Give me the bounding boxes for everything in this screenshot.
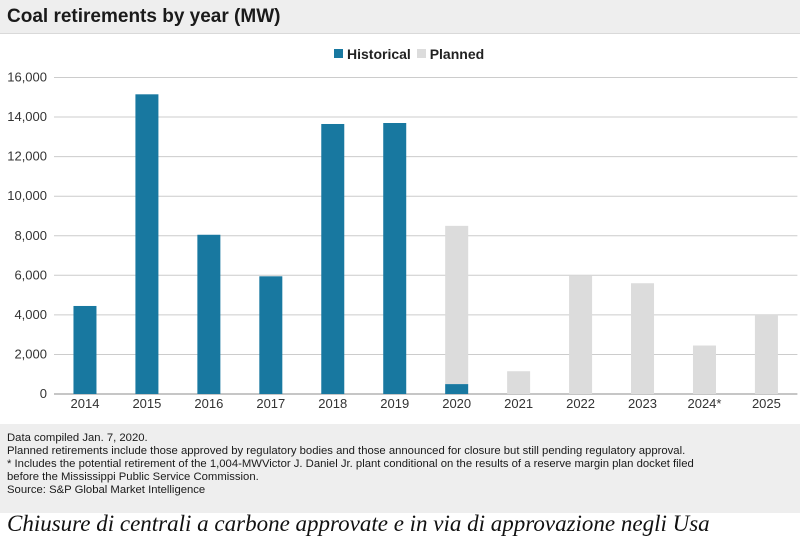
svg-text:2019: 2019 [380, 396, 409, 411]
svg-text:2023: 2023 [628, 396, 657, 411]
svg-text:16,000: 16,000 [7, 70, 47, 85]
svg-text:2022: 2022 [566, 396, 595, 411]
svg-text:2014: 2014 [71, 396, 100, 411]
svg-text:12,000: 12,000 [7, 149, 47, 164]
svg-text:2018: 2018 [318, 396, 347, 411]
svg-text:2016: 2016 [194, 396, 223, 411]
svg-text:2024*: 2024* [687, 396, 721, 411]
svg-text:4,000: 4,000 [14, 307, 47, 322]
svg-text:6,000: 6,000 [14, 267, 47, 282]
svg-text:8,000: 8,000 [14, 228, 47, 243]
svg-text:2,000: 2,000 [14, 346, 47, 361]
svg-text:2025: 2025 [752, 396, 781, 411]
svg-text:10,000: 10,000 [7, 188, 47, 203]
svg-text:2015: 2015 [132, 396, 161, 411]
svg-text:2021: 2021 [504, 396, 533, 411]
svg-text:14,000: 14,000 [7, 109, 47, 124]
svg-text:2020: 2020 [442, 396, 471, 411]
svg-text:0: 0 [40, 386, 47, 401]
svg-text:2017: 2017 [256, 396, 285, 411]
